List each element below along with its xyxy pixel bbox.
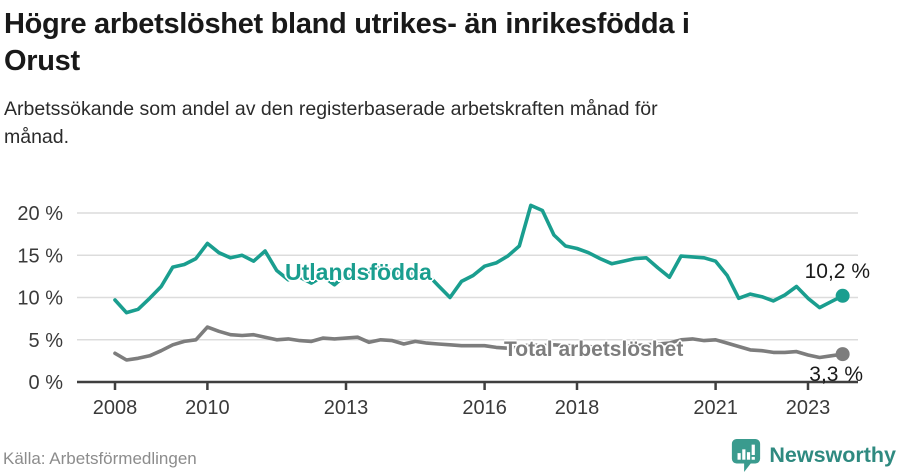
page-title-line1: Högre arbetslöshet bland utrikes- än inr… (4, 8, 690, 40)
end-value-label-utlandsfodda: 10,2 % (804, 260, 870, 283)
series-end-dot-Total arbetslöshet (835, 347, 850, 362)
chart-subtitle: Arbetssökande som andel av den registerb… (4, 95, 658, 151)
y-axis-label: 0 % (29, 372, 64, 394)
x-axis-label: 2013 (324, 397, 369, 419)
x-axis-label: 2010 (185, 397, 230, 419)
y-axis-label: 5 % (29, 330, 64, 352)
newsworthy-bubble-chart-icon (732, 439, 761, 472)
newsworthy-logo[interactable]: Newsworthy (730, 437, 896, 473)
series-line-Total arbetslöshet (113, 325, 845, 362)
y-axis-label: 20 % (17, 203, 63, 225)
x-axis-label: 2023 (786, 397, 831, 419)
page-title-line2: Orust (4, 45, 80, 77)
end-value-label-total: 3,3 % (809, 363, 863, 386)
chart-subtitle-line2: månad. (4, 126, 70, 148)
y-axis-label: 15 % (17, 245, 63, 267)
x-axis-label: 2008 (93, 397, 138, 419)
page-title: Högre arbetslöshet bland utrikes- än inr… (4, 6, 690, 80)
series-label-total: Total arbetslöshet (504, 338, 684, 361)
series-end-dot-Utlandsfödda (835, 288, 850, 303)
chart-subtitle-line1: Arbetssökande som andel av den registerb… (4, 98, 658, 120)
x-axis-label: 2016 (462, 397, 507, 419)
series-label-utlandsfodda: Utlandsfödda (285, 259, 432, 285)
series-line-Utlandsfödda (113, 203, 845, 315)
newsworthy-wordmark: Newsworthy (769, 442, 896, 467)
y-axis-label: 10 % (17, 288, 63, 310)
x-axis-label: 2018 (555, 397, 600, 419)
source-note: Källa: Arbetsförmedlingen (3, 449, 197, 468)
x-axis-label: 2021 (693, 397, 738, 419)
